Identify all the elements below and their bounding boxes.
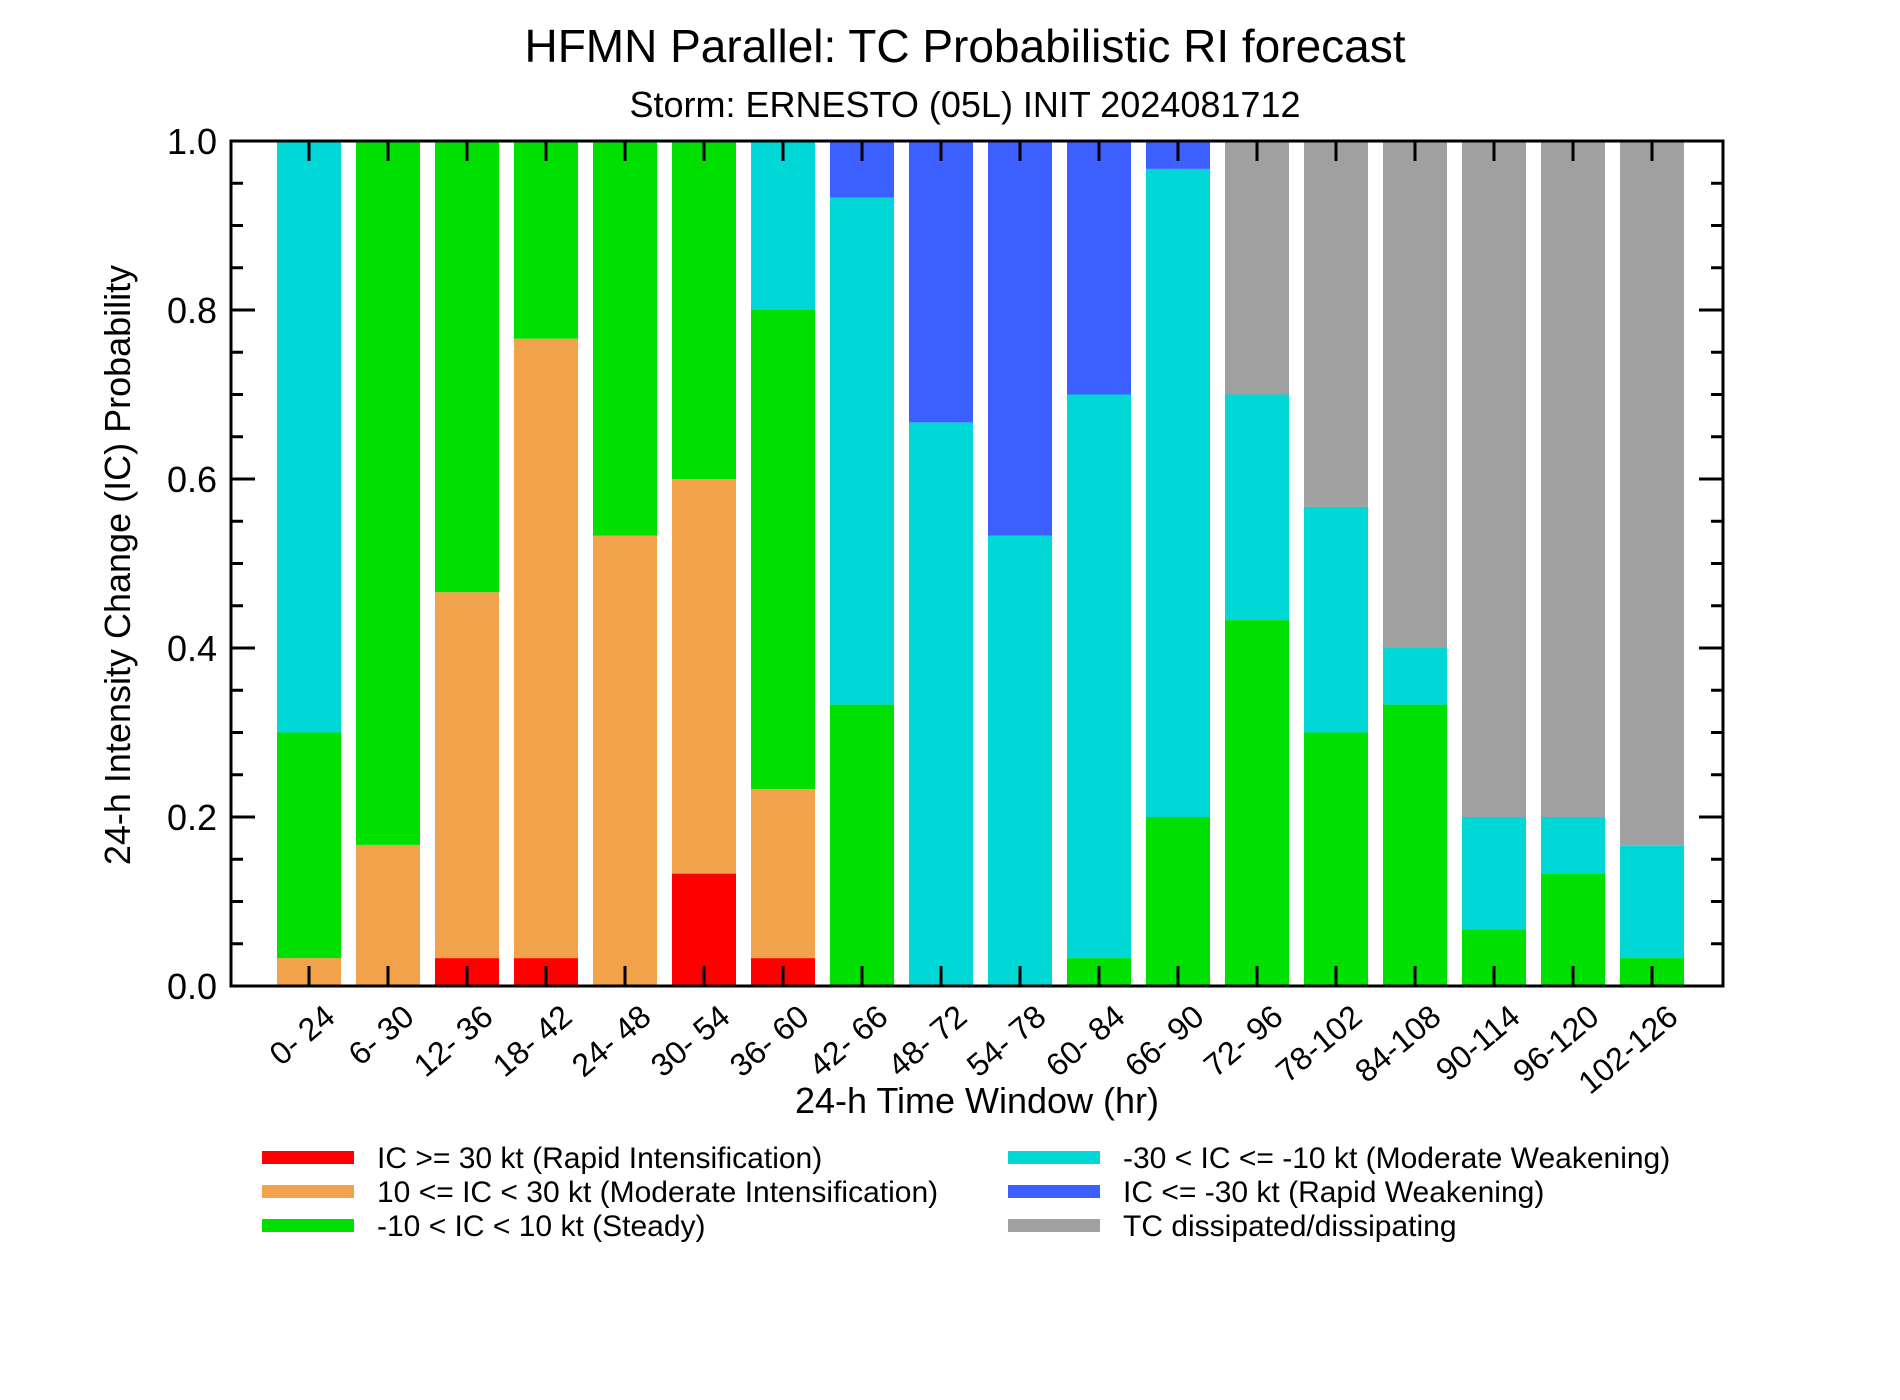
bar-segment-66-90-series-3 (1146, 817, 1210, 986)
chart-title: HFMN Parallel: TC Probabilistic RI forec… (524, 20, 1405, 72)
bar-segment-84-108-series-4 (1383, 648, 1447, 705)
legend-label: -30 < IC <= -10 kt (Moderate Weakening) (1123, 1142, 1670, 1175)
x-tick-label: 54- 78 (960, 998, 1053, 1084)
x-tick-label: 42- 66 (802, 998, 895, 1084)
bar-segment-72-96-series-4 (1225, 394, 1289, 621)
bar-segment-6-30-series-2 (356, 844, 420, 986)
bar-segment-24-48-series-3 (593, 141, 657, 536)
bar-segment-0-24-series-4 (277, 141, 341, 733)
bar-segment-42-66-series-3 (830, 704, 894, 986)
x-tick-label: 12- 36 (407, 998, 500, 1084)
bar-segment-78-102-series-4 (1304, 506, 1368, 733)
bar-segment-30-54-series-3 (672, 141, 736, 479)
bar-segment-12-36-series-2 (435, 592, 499, 959)
bar-segment-96-120-series-4 (1541, 817, 1605, 874)
legend-swatch (262, 1219, 354, 1232)
bar-segment-90-114-series-6 (1462, 141, 1526, 817)
bar-segment-36-60-series-2 (751, 789, 815, 959)
bar-segment-18-42-series-3 (514, 141, 578, 339)
bar-segment-54-78-series-4 (988, 535, 1052, 986)
y-tick-label: 0.0 (167, 966, 217, 1007)
x-tick-label: 24- 48 (565, 998, 658, 1084)
y-axis-label: 24-h Intensity Change (IC) Probability (97, 265, 138, 865)
legend-swatch (262, 1151, 354, 1164)
x-tick-label: 84-108 (1348, 998, 1447, 1090)
bar-segment-96-120-series-6 (1541, 141, 1605, 817)
bar-segment-84-108-series-3 (1383, 704, 1447, 986)
legend: IC >= 30 kt (Rapid Intensification)10 <=… (262, 1142, 1670, 1243)
x-tick-label: 78-102 (1269, 998, 1368, 1090)
bar-segment-30-54-series-2 (672, 479, 736, 874)
x-tick-label: 0- 24 (262, 998, 341, 1072)
y-tick-label: 0.6 (167, 459, 217, 500)
y-tick-label: 0.4 (167, 628, 217, 669)
x-tick-label: 36- 60 (723, 998, 816, 1084)
bar-segment-90-114-series-4 (1462, 817, 1526, 930)
x-tick-label: 66- 90 (1118, 998, 1211, 1084)
bar-segment-36-60-series-4 (751, 141, 815, 310)
bar-segment-102-126-series-4 (1620, 845, 1684, 959)
legend-swatch (1008, 1185, 1100, 1198)
bar-segment-12-36-series-3 (435, 141, 499, 593)
legend-swatch (1008, 1219, 1100, 1232)
bar-segment-84-108-series-6 (1383, 141, 1447, 648)
x-tick-label: 90-114 (1429, 998, 1527, 1088)
y-tick-label: 0.2 (167, 797, 217, 838)
x-tick-label: 18- 42 (486, 998, 579, 1084)
x-axis-label: 24-h Time Window (hr) (795, 1080, 1159, 1121)
bar-segment-36-60-series-3 (751, 310, 815, 790)
bar-segment-6-30-series-3 (356, 141, 420, 845)
x-tick-label: 48- 72 (881, 998, 974, 1084)
legend-swatch (262, 1185, 354, 1198)
bar-segment-24-48-series-2 (593, 535, 657, 986)
bar-segment-78-102-series-3 (1304, 732, 1368, 986)
bars (277, 141, 1684, 986)
bar-segment-60-84-series-4 (1067, 394, 1131, 959)
bar-segment-72-96-series-6 (1225, 141, 1289, 395)
y-tick-label: 0.8 (167, 290, 217, 331)
bar-segment-72-96-series-3 (1225, 620, 1289, 986)
legend-label: 10 <= IC < 30 kt (Moderate Intensificati… (377, 1176, 938, 1209)
bar-segment-78-102-series-6 (1304, 141, 1368, 507)
y-axis: 0.0 0.2 0.4 0.6 0.8 1.0 (167, 121, 1723, 1007)
legend-label: TC dissipated/dissipating (1123, 1210, 1457, 1243)
bar-segment-60-84-series-5 (1067, 141, 1131, 395)
legend-label: -10 < IC < 10 kt (Steady) (377, 1210, 706, 1243)
bar-segment-42-66-series-4 (830, 197, 894, 705)
bar-segment-48-72-series-5 (909, 141, 973, 423)
bar-segment-0-24-series-3 (277, 732, 341, 959)
bar-segment-54-78-series-5 (988, 141, 1052, 536)
bar-segment-66-90-series-4 (1146, 168, 1210, 817)
legend-label: IC <= -30 kt (Rapid Weakening) (1123, 1176, 1544, 1209)
x-tick-label: 6- 30 (341, 998, 420, 1072)
bar-segment-48-72-series-4 (909, 422, 973, 986)
y-tick-label: 1.0 (167, 121, 217, 162)
x-tick-label: 30- 54 (644, 998, 737, 1084)
bar-segment-18-42-series-2 (514, 338, 578, 959)
x-tick-label: 60- 84 (1039, 998, 1132, 1084)
legend-swatch (1008, 1151, 1100, 1164)
bar-segment-102-126-series-6 (1620, 141, 1684, 846)
chart-subtitle: Storm: ERNESTO (05L) INIT 2024081712 (630, 84, 1301, 125)
legend-label: IC >= 30 kt (Rapid Intensification) (377, 1142, 822, 1175)
